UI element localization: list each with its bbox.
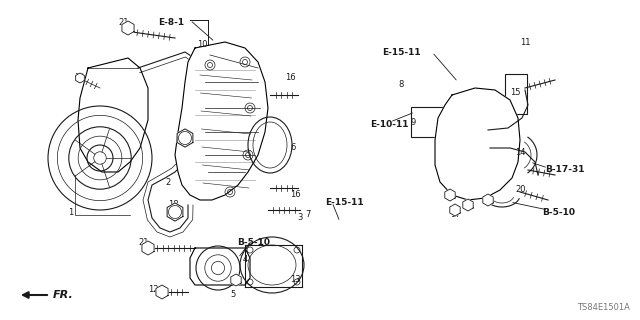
Polygon shape xyxy=(190,248,250,285)
Polygon shape xyxy=(76,73,84,83)
Polygon shape xyxy=(156,285,168,299)
Polygon shape xyxy=(122,21,134,35)
Text: 14: 14 xyxy=(515,148,525,157)
Text: B-17-31: B-17-31 xyxy=(545,165,584,174)
Text: 8: 8 xyxy=(398,80,403,89)
Polygon shape xyxy=(445,189,455,201)
Text: 11: 11 xyxy=(520,38,531,47)
Text: 3: 3 xyxy=(297,213,302,222)
Text: 21: 21 xyxy=(118,18,129,27)
Polygon shape xyxy=(435,88,520,200)
Text: 2: 2 xyxy=(165,178,170,187)
Text: 13: 13 xyxy=(290,275,301,284)
Polygon shape xyxy=(450,204,460,216)
Text: 16: 16 xyxy=(285,73,296,82)
Text: 19: 19 xyxy=(74,73,84,82)
Text: 1: 1 xyxy=(68,208,73,217)
Text: E-8-1: E-8-1 xyxy=(158,18,184,27)
Text: 12: 12 xyxy=(148,285,159,294)
Polygon shape xyxy=(175,42,268,200)
Polygon shape xyxy=(78,58,148,172)
Text: 18: 18 xyxy=(178,135,189,144)
Polygon shape xyxy=(177,129,193,147)
Text: 20: 20 xyxy=(515,185,525,194)
Text: 16: 16 xyxy=(290,190,301,199)
Text: E-15-11: E-15-11 xyxy=(382,48,420,57)
FancyBboxPatch shape xyxy=(411,107,448,137)
Text: 17: 17 xyxy=(450,210,461,219)
Polygon shape xyxy=(463,199,473,211)
Text: E-15-11: E-15-11 xyxy=(325,198,364,207)
Text: 4: 4 xyxy=(243,255,248,264)
Text: 18: 18 xyxy=(168,200,179,209)
Text: 7: 7 xyxy=(305,210,310,219)
Polygon shape xyxy=(483,194,493,206)
Text: 21: 21 xyxy=(138,238,148,247)
Polygon shape xyxy=(167,203,183,221)
Polygon shape xyxy=(231,274,241,286)
Text: 5: 5 xyxy=(230,290,236,299)
Text: B-5-10: B-5-10 xyxy=(237,238,270,247)
Text: B-5-10: B-5-10 xyxy=(542,208,575,217)
Text: 10: 10 xyxy=(197,40,207,49)
FancyBboxPatch shape xyxy=(505,74,527,114)
Text: E-10-11: E-10-11 xyxy=(370,120,408,129)
Polygon shape xyxy=(142,241,154,255)
Text: 15: 15 xyxy=(510,88,520,97)
Text: TS84E1501A: TS84E1501A xyxy=(577,303,630,312)
Text: 9: 9 xyxy=(410,118,415,127)
Text: 6: 6 xyxy=(290,143,296,152)
Text: FR.: FR. xyxy=(53,290,74,300)
